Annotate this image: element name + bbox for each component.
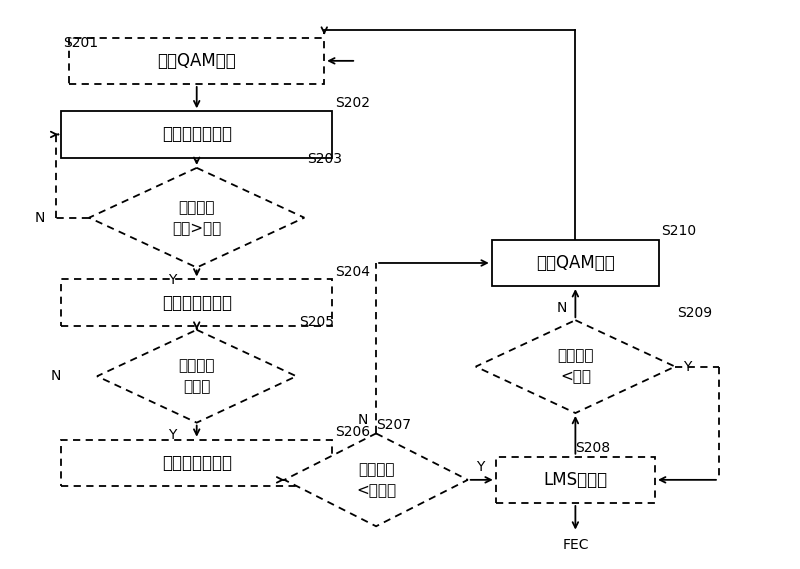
Polygon shape [89, 168, 304, 267]
Text: LMS自适应: LMS自适应 [543, 471, 607, 489]
Text: S210: S210 [662, 224, 697, 238]
Bar [492, 240, 659, 286]
Text: S202: S202 [334, 96, 370, 110]
Text: N: N [557, 300, 567, 315]
Text: 载波恢复
锁定？: 载波恢复 锁定？ [178, 358, 215, 394]
Text: 均方误差
<门限值: 均方误差 <门限值 [356, 462, 396, 498]
Text: S209: S209 [678, 306, 713, 320]
Bar [69, 38, 324, 84]
Text: S203: S203 [306, 151, 342, 166]
Text: Y: Y [476, 460, 484, 474]
Text: Y: Y [169, 428, 177, 442]
Polygon shape [97, 330, 296, 423]
Text: 选择QAM模式: 选择QAM模式 [158, 52, 236, 70]
Text: N: N [358, 413, 368, 427]
Bar [61, 440, 332, 486]
Text: FEC: FEC [562, 538, 589, 552]
Text: S208: S208 [575, 442, 610, 456]
Bar [61, 279, 332, 326]
Polygon shape [285, 434, 468, 526]
Text: S207: S207 [376, 418, 411, 432]
Bar [61, 111, 332, 158]
Text: 盲均衡第一阶段: 盲均衡第一阶段 [162, 125, 232, 143]
Text: 信号平均
能量>门限: 信号平均 能量>门限 [172, 200, 222, 236]
Text: S201: S201 [62, 36, 98, 51]
Text: 盲均衡第三状态: 盲均衡第三状态 [162, 454, 232, 472]
Text: 更换QAM模式: 更换QAM模式 [536, 254, 614, 272]
Text: Y: Y [683, 360, 691, 374]
Text: N: N [35, 211, 46, 225]
Text: S204: S204 [334, 265, 370, 279]
Bar [496, 457, 655, 503]
Text: Y: Y [169, 273, 177, 287]
Polygon shape [476, 320, 675, 413]
Text: 均方误差
<门限: 均方误差 <门限 [557, 349, 594, 385]
Text: N: N [51, 369, 61, 384]
Text: 盲均衡第二状态: 盲均衡第二状态 [162, 294, 232, 312]
Text: S205: S205 [298, 315, 334, 329]
Text: S206: S206 [334, 424, 370, 439]
